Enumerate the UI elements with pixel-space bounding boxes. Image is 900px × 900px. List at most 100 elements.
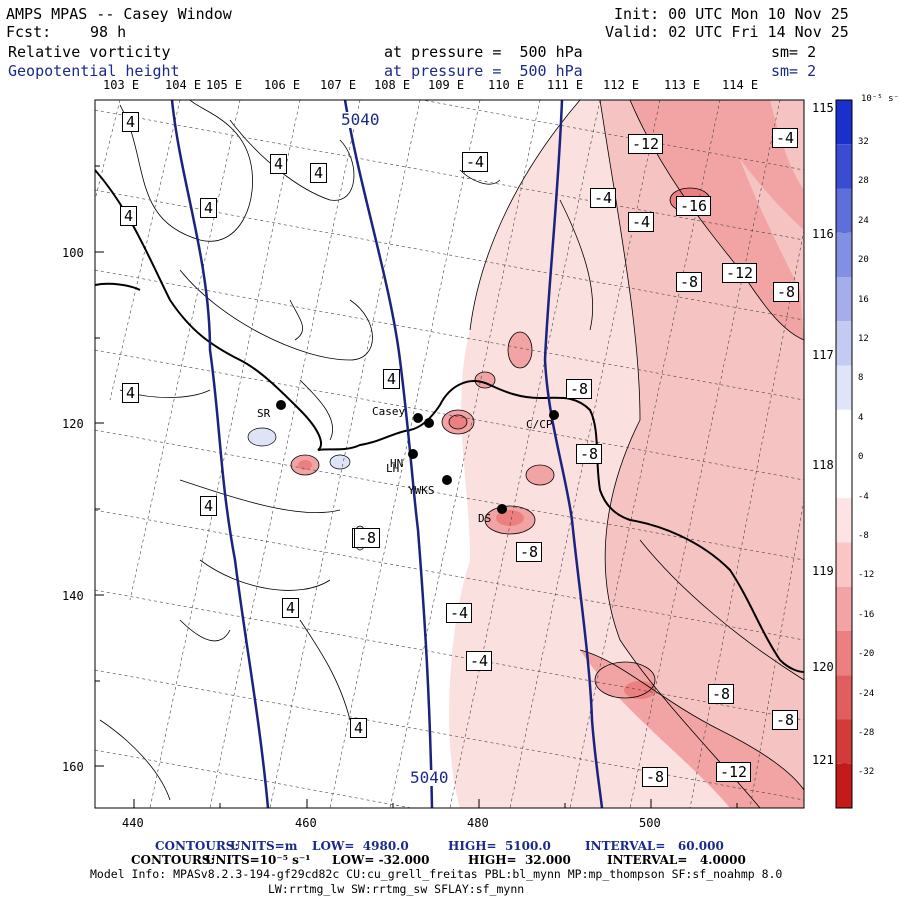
- vorticity-neg-lh: [329, 454, 351, 470]
- colorbar-frame: [835, 99, 853, 809]
- vorticity-contour-label: 4: [200, 496, 218, 516]
- footer-height-low: LOW= 4980.0: [312, 839, 409, 853]
- colorbar-cell: [836, 586, 852, 631]
- vorticity-contour-label: -12: [722, 263, 758, 283]
- x-tick-label-480: 480: [467, 816, 489, 830]
- lon-label: 106 E: [264, 78, 301, 92]
- x-tick-label-500: 500: [639, 816, 661, 830]
- station-label-sr: SR: [257, 407, 271, 420]
- footer-vort-label: CONTOURS:: [131, 853, 215, 867]
- colorbar-cell: [836, 232, 852, 277]
- coastline: [95, 169, 804, 673]
- field1-level: at pressure = 500 hPa: [384, 43, 583, 61]
- vorticity-contour-label: 4: [120, 206, 138, 226]
- colorbar-label: -24: [858, 688, 875, 699]
- vorticity-contour-label: -4: [590, 188, 617, 208]
- height-label-north: 5040: [341, 110, 380, 129]
- station-marker-casey-2[interactable]: [424, 418, 434, 428]
- vorticity-neg-sr: [247, 427, 277, 447]
- vorticity-contour-label: -8: [642, 767, 669, 787]
- vorticity-contour-label: -12: [628, 134, 664, 154]
- footer-height-units: UNITS=m: [230, 839, 298, 853]
- colorbar-label: -16: [858, 609, 875, 620]
- colorbar-label: -32: [858, 767, 875, 778]
- colorbar-cell: [836, 763, 852, 808]
- vorticity-contour-label: -8: [676, 272, 703, 292]
- field1-name: Relative vorticity: [8, 43, 171, 61]
- station-marker-ywks[interactable]: [442, 475, 452, 485]
- field2-level: at pressure = 500 hPa: [384, 62, 583, 80]
- vorticity-contour-label: -16: [676, 196, 712, 216]
- vorticity-contour-label: 4: [122, 383, 140, 403]
- vorticity-contour-label: 4: [310, 163, 328, 183]
- colorbar-label: 8: [858, 373, 864, 384]
- vorticity-contour-label: -8: [773, 282, 800, 302]
- station-marker-hn[interactable]: [408, 449, 418, 459]
- vorticity-contour-label: -8: [516, 542, 543, 562]
- colorbar-label: 32: [858, 137, 869, 147]
- vorticity-contour-label: 4: [270, 154, 288, 174]
- colorbar-cell: [836, 277, 852, 322]
- station-marker-ds[interactable]: [497, 504, 507, 514]
- colorbar-cell: [836, 631, 852, 676]
- vorticity-contour-label: 4: [383, 369, 401, 389]
- station-label-ywks: YWKS: [408, 484, 435, 497]
- colorbar-label: 28: [858, 176, 869, 187]
- colorbar-label: -12: [858, 570, 875, 581]
- station-marker-ccp[interactable]: [549, 410, 559, 420]
- station-marker-sr[interactable]: [276, 400, 286, 410]
- forecast-label: Fcst:: [6, 23, 52, 41]
- lon-label: 105 E: [206, 78, 243, 92]
- footer-vort-units: UNITS=10⁻⁵ s⁻¹: [205, 853, 311, 867]
- vorticity-contour-label: -8: [354, 528, 381, 548]
- colorbar-label: -28: [858, 728, 875, 738]
- vorticity-contour-label: -4: [466, 651, 493, 671]
- vorticity-max-casey-core: [449, 415, 467, 429]
- colorbar-label: 4: [858, 412, 864, 423]
- x-tick-label-440: 440: [122, 816, 144, 830]
- lon-label: 108 E: [374, 78, 411, 92]
- colorbar-cell: [836, 144, 852, 189]
- x-tick-label-460: 460: [295, 816, 317, 830]
- colorbar-cell: [836, 188, 852, 233]
- field2-name: Geopotential height: [8, 62, 180, 80]
- plot-frame: [94, 99, 805, 809]
- init-time: Init: 00 UTC Mon 10 Nov 25: [614, 5, 849, 23]
- height-label-south: 5040: [410, 768, 449, 787]
- lon-label: 109 E: [428, 78, 465, 92]
- colorbar-cell: [836, 321, 852, 366]
- colorbar-label: 16: [858, 294, 869, 305]
- station-label-casey: Casey: [372, 405, 406, 418]
- colorbar-cell: [836, 498, 852, 543]
- lon-label: 112 E: [603, 78, 640, 92]
- map-content: [95, 100, 804, 808]
- lon-label: 103 E: [103, 78, 140, 92]
- colorbar-cell: [836, 719, 852, 764]
- lon-label: 104 E: [165, 78, 202, 92]
- lon-label: 111 E: [547, 78, 584, 92]
- vorticity-contour-label: -12: [716, 762, 752, 782]
- lon-label: 113 E: [664, 78, 701, 92]
- coastline-west: [95, 282, 141, 291]
- y-tick-label-100: 100: [62, 246, 84, 260]
- valid-time: Valid: 02 UTC Fri 14 Nov 25: [605, 23, 849, 41]
- station-label-ccp: C/CP: [526, 418, 553, 431]
- footer-vort-low: LOW= -32.000: [332, 853, 430, 867]
- colorbar-label: 12: [858, 334, 869, 344]
- vorticity-blob-east: [526, 465, 554, 485]
- footer-height-interval: INTERVAL= 60.000: [585, 839, 724, 853]
- footer-height-high: HIGH= 5100.0: [448, 839, 551, 853]
- lon-label: 114 E: [722, 78, 759, 92]
- app-title: AMPS MPAS -- Casey Window: [6, 5, 232, 23]
- vorticity-contour-label: 4: [200, 198, 218, 218]
- y-ticks: [95, 165, 104, 767]
- colorbar-unit: 10⁻⁵ s⁻¹: [861, 94, 900, 104]
- vorticity-contour-label: 4: [282, 598, 300, 618]
- field1-smoothing: sm= 2: [771, 43, 817, 61]
- station-marker-casey[interactable]: [413, 413, 423, 423]
- vorticity-contour-label: -4: [446, 603, 473, 623]
- vorticity-contour-label: -4: [462, 152, 489, 172]
- colorbar-cell: [836, 454, 852, 499]
- footer-vort-interval: INTERVAL= 4.0000: [607, 853, 746, 867]
- vorticity-blob-north: [508, 332, 532, 368]
